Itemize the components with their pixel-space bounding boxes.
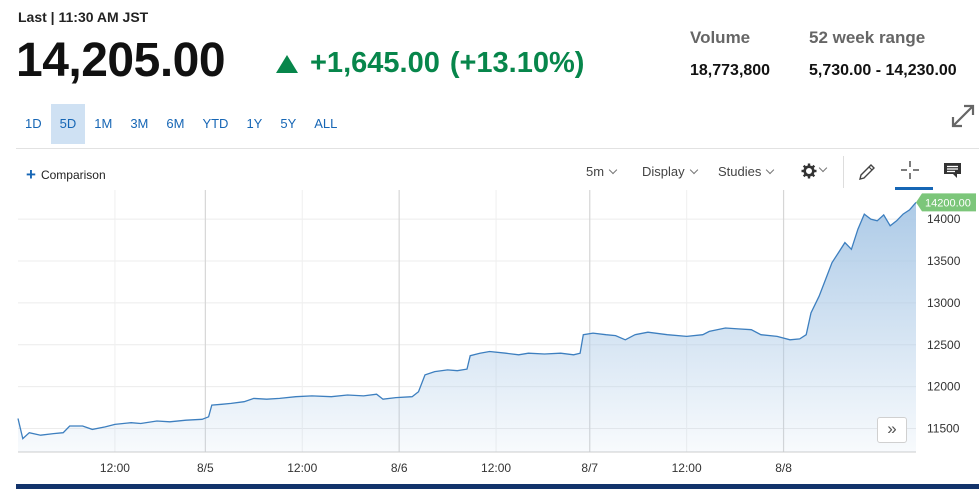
y-tick-label: 14000 xyxy=(927,212,961,226)
range-1m[interactable]: 1M xyxy=(94,116,113,131)
series-line xyxy=(17,201,917,440)
gear-icon xyxy=(801,163,817,179)
volume-stat: Volume 18,773,800 xyxy=(690,28,770,80)
range-value: 5,730.00 - 14,230.00 xyxy=(809,62,957,79)
x-tick-label: 8/5 xyxy=(197,461,214,475)
crosshair-icon[interactable] xyxy=(900,160,920,180)
interval-dropdown[interactable]: 5m xyxy=(586,164,618,179)
display-label: Display xyxy=(642,164,685,179)
range-ytd[interactable]: YTD xyxy=(202,116,229,131)
last-trade-label: Last | 11:30 AM JST xyxy=(18,9,149,25)
range-5d[interactable]: 5D xyxy=(50,104,86,144)
pencil-icon[interactable] xyxy=(857,162,877,182)
chevron-down-icon xyxy=(818,163,828,173)
range-label: 52 week range xyxy=(809,28,926,47)
active-tool-indicator xyxy=(895,187,933,190)
toolbar-separator xyxy=(843,156,844,188)
comparison-label: Comparison xyxy=(40,168,106,182)
comment-icon[interactable] xyxy=(943,161,963,181)
comparison-button[interactable]: + Comparison xyxy=(26,165,106,184)
range-all[interactable]: ALL xyxy=(314,116,338,131)
range-5y[interactable]: 5Y xyxy=(280,116,297,131)
y-tick-label: 12500 xyxy=(927,338,961,352)
y-tick-label: 11500 xyxy=(927,422,960,436)
price-chart[interactable]: 14000 13500 13000 12500 12000 11500 12:00 8/5 12… xyxy=(0,190,979,484)
change-value: +1,645.00 xyxy=(310,47,440,79)
settings-dropdown[interactable] xyxy=(801,162,828,179)
range-1y[interactable]: 1Y xyxy=(246,116,263,131)
range-stat: 52 week range 5,730.00 - 14,230.00 xyxy=(809,28,957,80)
last-value-badge xyxy=(916,193,976,212)
y-tick-label: 13000 xyxy=(927,296,961,310)
range-6m[interactable]: 6M xyxy=(166,116,185,131)
volume-label: Volume xyxy=(690,28,751,47)
x-tick-label: 8/8 xyxy=(775,461,792,475)
x-tick-label: 12:00 xyxy=(481,461,511,475)
up-arrow-icon xyxy=(276,54,298,73)
display-dropdown[interactable]: Display xyxy=(642,164,698,179)
range-1d[interactable]: 1D xyxy=(25,116,42,131)
chevron-down-icon xyxy=(608,165,618,175)
interval-label: 5m xyxy=(586,164,605,179)
x-tick-label: 12:00 xyxy=(287,461,317,475)
plus-icon: + xyxy=(26,165,36,184)
chevron-down-icon xyxy=(689,165,698,175)
current-price: 14,205.00 xyxy=(16,34,226,87)
volume-value: 18,773,800 xyxy=(690,62,771,79)
studies-dropdown[interactable]: Studies xyxy=(718,164,775,179)
change-percent: (+13.10%) xyxy=(449,47,585,79)
time-range-selector: 1D 5D 1M 3M 6M YTD 1Y 5Y ALL xyxy=(16,104,346,144)
series-area xyxy=(18,202,916,452)
last-value-label: 14200.00 xyxy=(925,197,971,209)
expand-icon[interactable] xyxy=(951,104,975,128)
price-change: +1,645.00 (+13.10%) xyxy=(276,47,584,80)
y-tick-label: 12000 xyxy=(927,380,961,394)
page-bottom-bar xyxy=(16,484,979,489)
x-tick-label: 8/6 xyxy=(391,461,408,475)
y-tick-label: 13500 xyxy=(927,254,961,268)
scroll-right-button[interactable]: » xyxy=(877,417,907,443)
x-tick-label: 12:00 xyxy=(672,461,702,475)
x-tick-label: 8/7 xyxy=(581,461,598,475)
range-3m[interactable]: 3M xyxy=(130,116,149,131)
x-tick-label: 12:00 xyxy=(100,461,130,475)
toolbar-divider xyxy=(16,148,979,149)
chevron-down-icon xyxy=(766,165,775,175)
studies-label: Studies xyxy=(718,164,762,179)
